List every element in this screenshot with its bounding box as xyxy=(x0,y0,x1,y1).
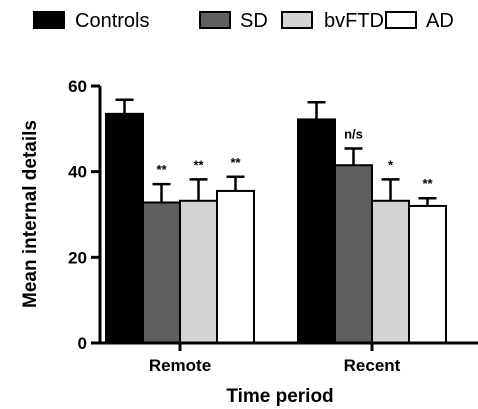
legend-label-sd: SD xyxy=(240,10,268,32)
x-axis-title: Time period xyxy=(226,386,333,407)
y-tick-label-0: 0 xyxy=(78,334,87,353)
bar-remote-sd xyxy=(142,201,181,344)
legend-swatch-sd xyxy=(199,11,231,29)
legend-label-controls: Controls xyxy=(75,10,149,32)
significance-label-remote-sd: ** xyxy=(156,162,167,177)
significance-label-remote-bvftd: ** xyxy=(193,157,204,172)
y-tick-label-60: 60 xyxy=(68,77,87,96)
significance-label-recent-ad: ** xyxy=(422,176,433,191)
bar-remote-bvftd xyxy=(179,199,218,344)
bar-remote-ad xyxy=(216,189,255,344)
legend-swatch-controls xyxy=(33,11,65,29)
legend-label-bvftd: bvFTD xyxy=(324,10,384,32)
significance-label-remote-ad: ** xyxy=(230,155,241,170)
significance-label-recent-sd: n/s xyxy=(344,127,363,142)
bar-recent-sd xyxy=(334,164,373,344)
significance-label-recent-bvftd: * xyxy=(388,157,394,172)
x-tick-label-remote: Remote xyxy=(149,356,211,375)
legend-swatch-bvftd xyxy=(281,11,313,29)
bar-recent-bvftd xyxy=(371,199,410,344)
x-tick-label-recent: Recent xyxy=(344,356,401,375)
y-tick-label-40: 40 xyxy=(68,163,87,182)
y-axis-title: Mean internal details xyxy=(20,120,41,308)
legend-label-ad: AD xyxy=(426,10,454,32)
bar-recent-controls xyxy=(297,118,336,344)
bar-recent-ad xyxy=(408,204,447,344)
y-tick-label-20: 20 xyxy=(68,248,87,267)
legend-swatch-ad xyxy=(385,11,417,29)
bar-remote-controls xyxy=(105,112,144,345)
